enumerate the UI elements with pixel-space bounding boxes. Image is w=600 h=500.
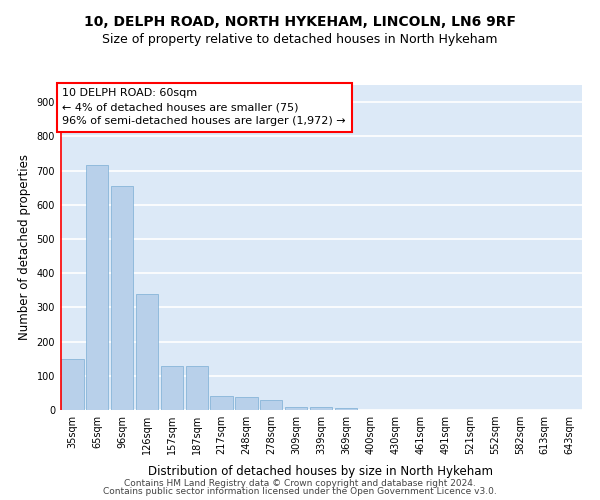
Bar <box>335 408 357 410</box>
Text: 10 DELPH ROAD: 60sqm
← 4% of detached houses are smaller (75)
96% of semi-detach: 10 DELPH ROAD: 60sqm ← 4% of detached ho… <box>62 88 346 126</box>
Bar <box>161 366 183 410</box>
Text: Size of property relative to detached houses in North Hykeham: Size of property relative to detached ho… <box>102 32 498 46</box>
Bar <box>111 186 133 410</box>
Bar <box>136 294 158 410</box>
Bar <box>285 406 307 410</box>
Y-axis label: Number of detached properties: Number of detached properties <box>18 154 31 340</box>
Bar <box>260 400 283 410</box>
Text: Contains public sector information licensed under the Open Government Licence v3: Contains public sector information licen… <box>103 487 497 496</box>
Bar <box>185 366 208 410</box>
Bar <box>310 406 332 410</box>
Text: 10, DELPH ROAD, NORTH HYKEHAM, LINCOLN, LN6 9RF: 10, DELPH ROAD, NORTH HYKEHAM, LINCOLN, … <box>84 15 516 29</box>
Bar <box>211 396 233 410</box>
Text: Contains HM Land Registry data © Crown copyright and database right 2024.: Contains HM Land Registry data © Crown c… <box>124 478 476 488</box>
Bar <box>86 166 109 410</box>
Bar <box>61 358 83 410</box>
Bar <box>235 397 257 410</box>
X-axis label: Distribution of detached houses by size in North Hykeham: Distribution of detached houses by size … <box>149 466 493 478</box>
